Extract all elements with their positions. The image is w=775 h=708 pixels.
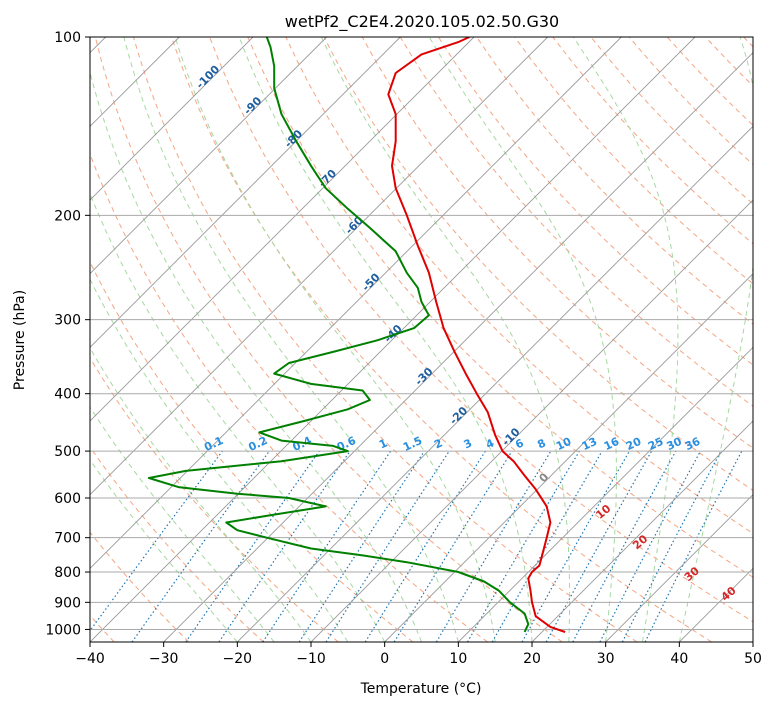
x-tick-label: −10 [296,651,326,667]
dry-adiabat-line [399,37,753,407]
mixing-ratio-label: 16 [602,435,622,453]
mixing-ratio-line [185,450,320,642]
moist-adiabat-line [90,192,386,642]
dry-adiabat-line [361,37,753,449]
x-tick-label: 10 [449,651,467,667]
dry-adiabat-line [90,531,190,642]
mixing-ratio-lines [90,450,743,642]
isotherm-line [310,199,753,642]
mixing-ratio-label: 25 [646,435,665,453]
x-tick-label: −30 [149,651,179,667]
isotherm-line [384,273,753,642]
x-axis-title: Temperature (°C) [360,681,482,697]
x-axis: −40 −30 −20 −10 0 10 20 30 40 50 [75,642,762,667]
x-tick-label: 0 [380,651,389,667]
y-tick-label: 600 [54,491,81,507]
moist-adiabat-line [572,37,679,642]
mixing-ratio-line [393,450,513,642]
mixing-ratio-line [545,450,653,642]
y-axis: 1000 900 800 700 600 500 400 300 200 100 [45,30,90,638]
isotherms [90,37,753,642]
y-tick-label: 800 [54,565,81,581]
dry-adiabat-line [90,152,488,642]
moist-adiabat-line [174,37,496,642]
isotherm-line [605,494,753,642]
x-tick-label: 40 [670,651,688,667]
moist-adiabat-line [123,37,459,642]
plot-area: -100-90-80-70-60-50-40-30-20-1000.1 0.2 0.… [90,37,753,642]
moist-adiabat-line [90,278,349,642]
dry-adiabats [90,37,753,642]
mixing-ratio-line [572,450,677,642]
moist-adiabat-line [90,459,238,642]
isotherm-line [531,420,753,642]
isotherm-line [90,37,475,422]
mixing-ratio-line [298,450,425,642]
y-tick-label: 300 [54,313,81,329]
sounding-series [147,37,566,633]
mixing-ratio-line [131,450,270,642]
moist-adiabat-line [238,37,533,642]
y-axis-title: Pressure (hPa) [12,290,28,390]
y-tick-label: 900 [54,595,81,611]
isotherm-line [90,37,548,496]
dry-adiabat-line [514,37,753,285]
x-tick-label: 50 [744,651,762,667]
chart-title: wetPf2_C2E4.2020.105.02.50.G30 [285,12,559,32]
dewpoint-profile-line [147,37,530,633]
mixing-ratio-line [218,450,351,642]
isotherm-line [90,37,401,348]
dry-adiabat-line [132,37,638,642]
y-tick-label: 200 [54,208,81,224]
isotherm-line [90,37,622,569]
x-tick-label: 20 [523,651,541,667]
isotherm-line [458,346,753,642]
isotherm-line [90,37,327,275]
dry-adiabat-line [247,37,753,578]
moist-adiabat-line [90,406,275,642]
isotherm-line [237,125,753,642]
mixing-ratio-line [325,450,450,642]
plot-background [90,37,753,642]
moist-adiabats [90,37,753,642]
moist-adiabat-line [320,37,571,642]
dry-adiabat-line [90,446,264,642]
isotherm-line [90,37,254,201]
y-tick-label: 500 [54,444,81,460]
y-tick-label: 700 [54,531,81,547]
mixing-ratio-label: 36 [683,435,703,453]
y-tick-label: 100 [54,30,81,46]
mixing-ratio-label: 20 [624,435,644,453]
mixing-ratio-line [262,450,392,642]
moist-adiabat-line [428,37,617,642]
plot-frame [89,36,754,643]
mixing-ratio-label: 13 [580,435,599,453]
dry-adiabat-line [171,37,712,642]
mixing-ratio-line [521,450,631,642]
temperature-profile-line [387,37,566,633]
x-tick-label: −40 [75,651,105,667]
mixing-ratio-line [644,450,743,642]
dry-adiabat-line [94,37,563,642]
y-tick-label: 400 [54,387,81,403]
dry-adiabat-line [209,37,753,623]
y-tick-label: 1000 [45,622,81,638]
pressure-gridlines [90,37,753,630]
mixing-ratio-label: 10 [554,435,574,453]
x-tick-label: 30 [597,651,615,667]
mixing-ratio-label: 30 [664,435,684,453]
isotherm-line [90,37,696,642]
moist-adiabat-line [90,70,422,642]
mixing-ratio-line [90,450,223,632]
x-tick-label: −20 [223,651,253,667]
isotherm-line [163,52,753,642]
